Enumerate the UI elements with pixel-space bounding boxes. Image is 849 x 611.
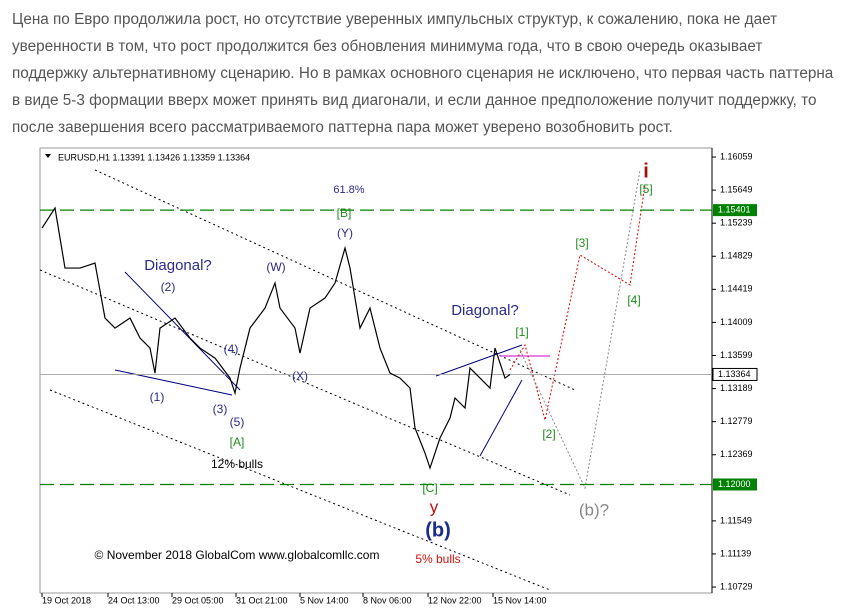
annotation: 5% bulls [415, 552, 460, 566]
y-tick-label: 1.12779 [720, 416, 753, 426]
price-line [41, 206, 511, 470]
annotation: [A] [230, 435, 245, 449]
channels [39, 169, 576, 591]
annotation: [2] [542, 427, 555, 441]
level-label: 1.15401 [718, 204, 751, 214]
annotation: (1) [150, 390, 165, 404]
annotation: [3] [575, 236, 588, 250]
annotation: (X) [292, 369, 308, 383]
x-tick-label: 12 Nov 22:00 [428, 595, 482, 605]
y-tick-label: 1.11139 [720, 548, 751, 558]
annotation: (3) [213, 402, 228, 416]
annotation: Diagonal? [144, 257, 212, 274]
annotation: [B] [337, 206, 352, 220]
annotation: [1] [515, 325, 528, 339]
x-tick-label: 19 Oct 2018 [42, 595, 91, 605]
channel-line [94, 169, 576, 391]
header-arrow [45, 154, 51, 158]
y-tick-label: 1.14829 [720, 251, 753, 261]
x-tick-label: 29 Oct 05:00 [172, 595, 224, 605]
annotation: (5) [230, 415, 245, 429]
y-tick-label: 1.11549 [720, 515, 752, 525]
x-tick-label: 8 Nov 06:00 [363, 595, 412, 605]
diagonal-lines [114, 271, 523, 457]
y-tick-label: 1.15239 [720, 218, 753, 228]
diagonal-line [435, 344, 523, 377]
annotation: (Y) [337, 226, 353, 240]
annotation: (b) [425, 519, 451, 541]
y-tick-label: 1.15649 [720, 184, 753, 194]
level-label: 1.12000 [718, 479, 751, 489]
main-projection [509, 184, 646, 421]
y-tick-label: 1.12369 [720, 449, 753, 459]
level-box [713, 204, 757, 217]
level-box [713, 478, 757, 491]
y-tick-label: 1.14419 [720, 284, 753, 294]
alt-projection [519, 169, 641, 490]
y-tick-label: 1.14009 [720, 317, 753, 327]
y-tick-label: 1.13189 [720, 383, 753, 393]
x-tick-label: 24 Oct 13:00 [108, 595, 160, 605]
annotation: [C] [422, 481, 437, 495]
annotation: [4] [627, 293, 640, 307]
x-tick-label: 31 Oct 21:00 [236, 595, 288, 605]
level-label: 1.13364 [718, 369, 751, 379]
annotation: [5] [639, 182, 652, 196]
annotation: i [643, 160, 649, 182]
y-tick-label: 1.10729 [720, 581, 753, 591]
annotation: 61.8% [333, 184, 364, 196]
annotation: (2) [161, 280, 176, 294]
channel-line [39, 269, 571, 496]
chart-header: EURUSD,H1 1.13391 1.13426 1.13359 1.1336… [58, 152, 250, 162]
paragraph: Цена по Евро продолжила рост, но отсутст… [12, 11, 834, 136]
y-tick-label: 1.13599 [720, 350, 753, 360]
annotation: 12% bulls [211, 457, 263, 471]
annotation: (4) [224, 342, 239, 356]
copyright: © November 2018 GlobalCom www.globalcoml… [95, 548, 380, 562]
plot-frame [39, 147, 713, 594]
x-tick-label: 5 Nov 14:00 [300, 595, 349, 605]
level-box [712, 367, 758, 381]
x-tick-label: 15 Nov 14:00 [493, 595, 547, 605]
annotation: (b)? [579, 500, 609, 519]
diagonal-line [124, 271, 241, 391]
annotation: (W) [266, 260, 285, 274]
annotation: Diagonal? [451, 302, 519, 319]
y-tick-label: 1.16059 [720, 151, 753, 161]
diagonal-line [479, 379, 523, 457]
annotation: y [430, 497, 439, 516]
